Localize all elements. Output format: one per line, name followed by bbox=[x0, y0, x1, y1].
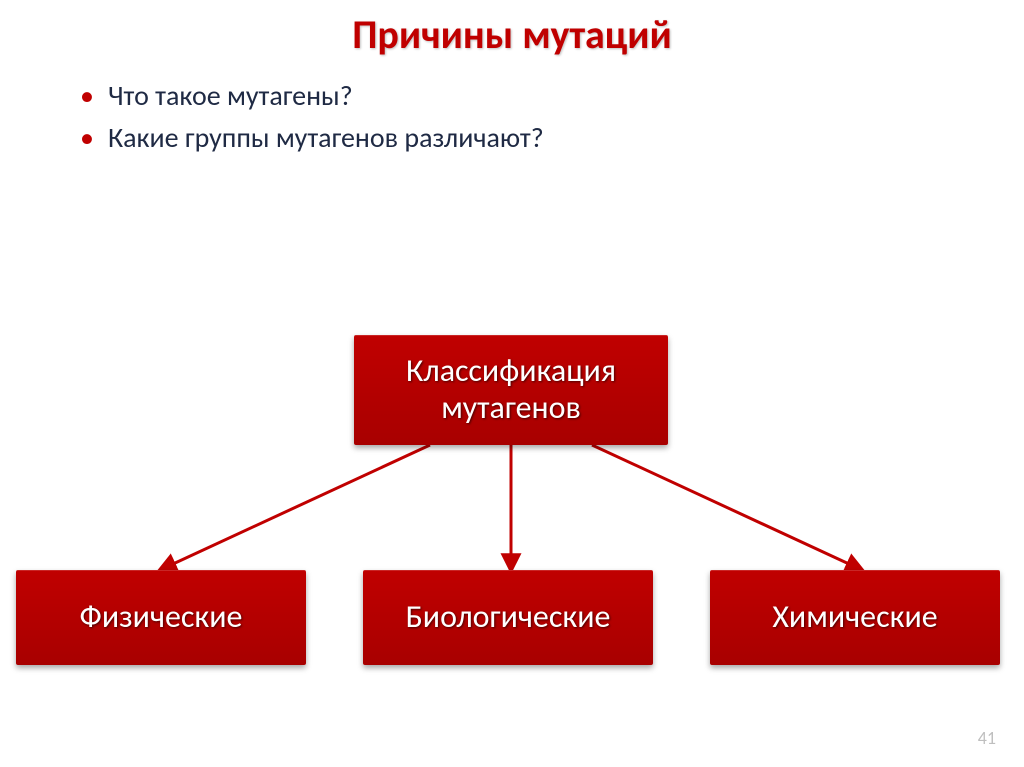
diagram-node-biological: Биологические bbox=[363, 570, 653, 665]
node-label: Физические bbox=[80, 599, 243, 636]
bullet-list: Что такое мутагены? Какие группы мутаген… bbox=[40, 78, 980, 163]
diagram-node-root: Классификация мутагенов bbox=[354, 335, 668, 445]
node-label: Классификация мутагенов bbox=[354, 353, 668, 427]
node-label: Химические bbox=[772, 599, 937, 636]
slide-title: Причины мутаций bbox=[0, 10, 1024, 59]
diagram-node-physical: Физические bbox=[16, 570, 306, 665]
page-number: 41 bbox=[978, 727, 996, 749]
bullet-item: Что такое мутагены? bbox=[80, 78, 980, 114]
node-label: Биологические bbox=[406, 599, 611, 636]
diagram-node-chemical: Химические bbox=[710, 570, 1000, 665]
bullet-item: Какие группы мутагенов различают? bbox=[80, 120, 980, 156]
